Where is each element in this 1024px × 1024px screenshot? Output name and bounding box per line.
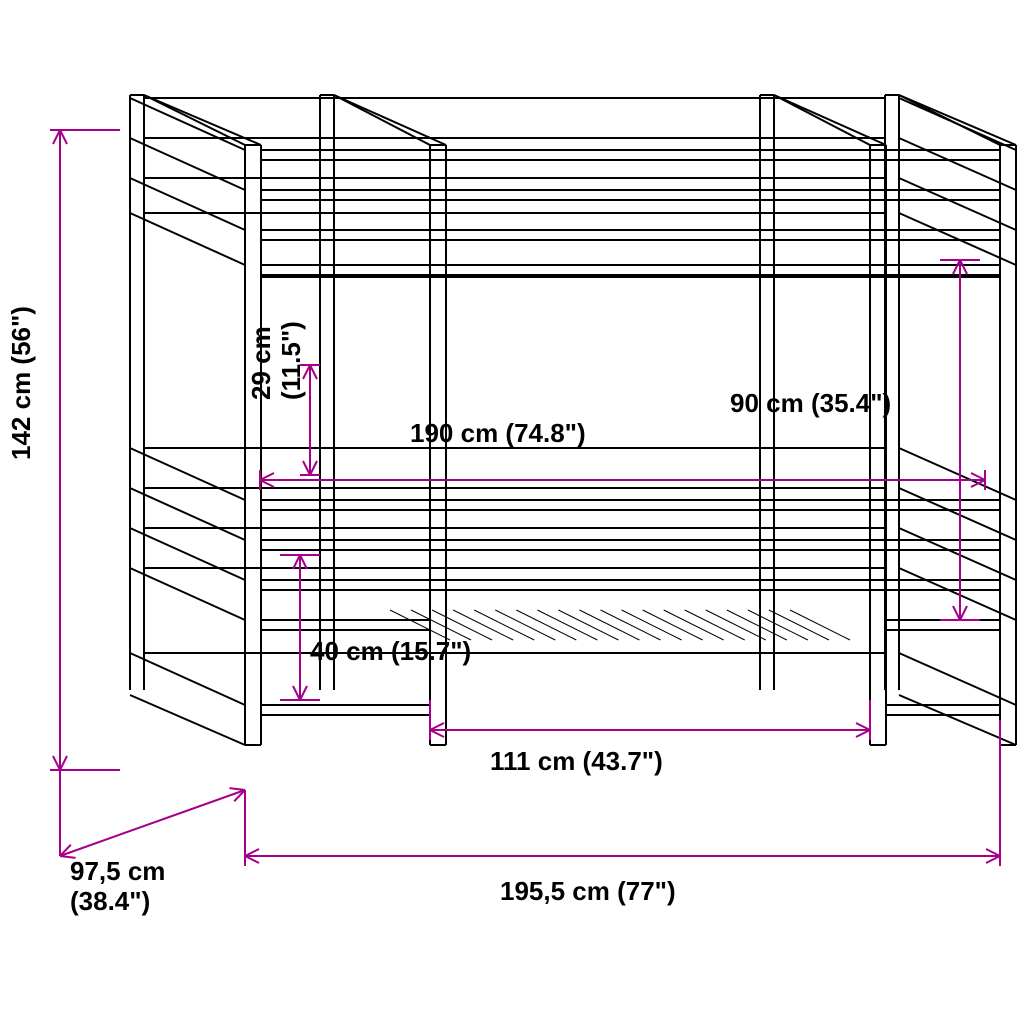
dim-label-length_inner: 190 cm (74.8") [410,418,586,448]
dim-label-depth: 97,5 cm(38.4") [70,856,165,916]
dim-label-rail_height: 40 cm (15.7") [310,636,471,666]
dim-label-upper_to_floor: 90 cm (35.4") [730,388,891,418]
dim-label-opening: 111 cm (43.7") [490,746,663,776]
dim-label-height_total: 142 cm (56") [6,306,36,460]
dim-label-gap: 29 cm(11.5") [246,321,306,400]
dim-label-length_total: 195,5 cm (77") [500,876,676,906]
